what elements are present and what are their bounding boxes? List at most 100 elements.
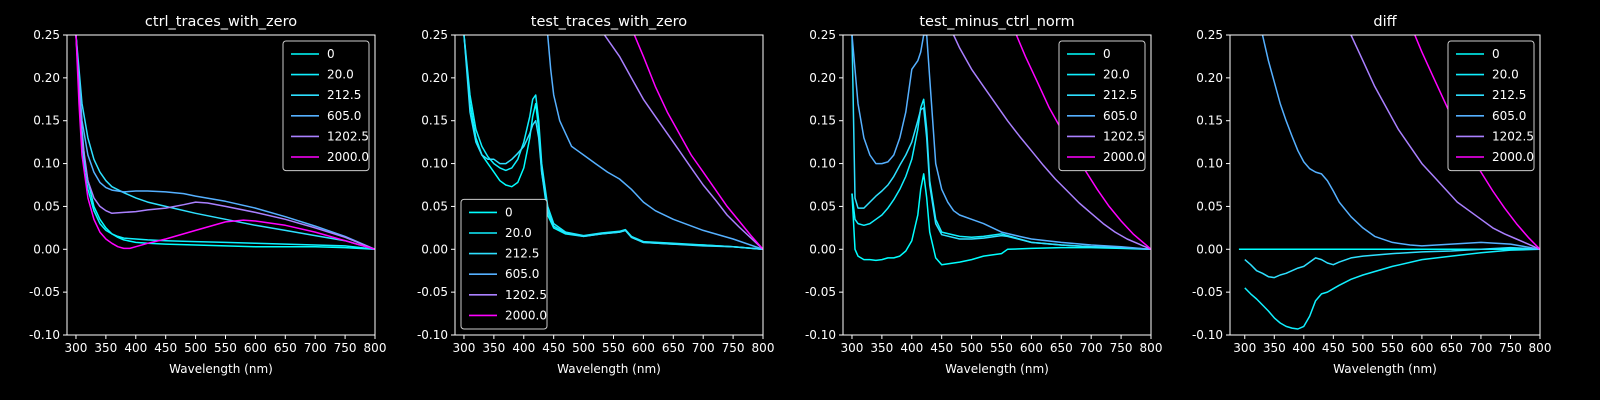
y-tick-label: 0.10 — [421, 157, 448, 171]
series-line-1202.5 — [75, 35, 375, 250]
x-tick-label: 650 — [1050, 341, 1073, 355]
legend: 0 20.0 212.5 605.0 1202.5 2000.0 — [1447, 40, 1535, 172]
axes-frame — [454, 34, 764, 336]
legend-box — [282, 40, 370, 172]
panel-2: test_traces_with_zero 300 350 400 450 500 550 6… — [417, 14, 775, 376]
x-tick-label: 300 — [65, 341, 88, 355]
x-tick-label: 300 — [1233, 341, 1256, 355]
x-tick-label: 650 — [274, 341, 297, 355]
axes-frame — [66, 34, 376, 336]
legend-label: 20.0 — [505, 226, 532, 240]
x-tick-label: 700 — [692, 341, 715, 355]
x-tick-label: 800 — [1529, 341, 1552, 355]
y-tick-label: 0.15 — [1196, 114, 1223, 128]
series-line-1202.5 — [1350, 35, 1540, 250]
panel-3: test_minus_ctrl_norm 300 350 400 450 500 550 60… — [805, 14, 1163, 376]
y-tick-label: 0.00 — [421, 242, 448, 256]
x-tick-label: 550 — [214, 341, 237, 355]
y-tick-label: 0.25 — [1196, 28, 1223, 42]
legend-label: 1202.5 — [505, 288, 547, 302]
x-tick-label: 350 — [482, 341, 505, 355]
x-tick-label: 800 — [1140, 341, 1163, 355]
x-tick-label: 650 — [662, 341, 685, 355]
legend-box — [1058, 40, 1146, 172]
series-line-1202.5 — [603, 35, 763, 250]
x-tick-label: 350 — [1263, 341, 1286, 355]
y-tick-label: 0.10 — [1196, 157, 1223, 171]
series-line-212.5 — [1244, 246, 1540, 279]
y-tick-label: 0.10 — [33, 157, 60, 171]
series-line-1202.5 — [952, 35, 1151, 250]
x-tick-label: 750 — [1499, 341, 1522, 355]
x-axis-label: Wavelength (nm) — [1333, 362, 1437, 376]
x-tick-label: 500 — [184, 341, 207, 355]
legend-label: 0 — [1492, 47, 1500, 61]
x-tick-label: 800 — [364, 341, 387, 355]
x-axis-label: Wavelength (nm) — [169, 362, 273, 376]
legend-box — [1447, 40, 1535, 172]
x-tick-label: 550 — [602, 341, 625, 355]
series-line-2000.0 — [633, 35, 763, 250]
x-tick-label: 550 — [1381, 341, 1404, 355]
x-tick-label: 650 — [1440, 341, 1463, 355]
panel-title: ctrl_traces_with_zero — [145, 14, 297, 30]
y-tick-label: -0.05 — [29, 285, 60, 299]
panel-title: test_minus_ctrl_norm — [919, 14, 1074, 30]
axes-frame — [842, 34, 1152, 336]
legend-label: 1202.5 — [1103, 129, 1145, 143]
x-tick-label: 750 — [722, 341, 745, 355]
x-tick-label: 700 — [1469, 341, 1492, 355]
legend-label: 212.5 — [327, 88, 361, 102]
y-tick-label: 0.05 — [1196, 199, 1223, 213]
x-tick-label: 350 — [870, 341, 893, 355]
legend-label: 0 — [327, 47, 335, 61]
legend-label: 20.0 — [1103, 68, 1130, 82]
y-tick-label: -0.05 — [417, 285, 448, 299]
y-tick-label: 0.25 — [421, 28, 448, 42]
x-tick-label: 400 — [1292, 341, 1315, 355]
legend-label: 605.0 — [505, 267, 539, 281]
x-tick-label: 750 — [1110, 341, 1133, 355]
legend-label: 2000.0 — [1103, 150, 1145, 164]
legend-label: 2000.0 — [327, 150, 369, 164]
x-tick-label: 500 — [572, 341, 595, 355]
legend-label: 605.0 — [1492, 109, 1526, 123]
y-tick-label: 0.05 — [421, 199, 448, 213]
x-tick-label: 350 — [94, 341, 117, 355]
x-tick-label: 700 — [304, 341, 327, 355]
y-tick-label: 0.15 — [421, 114, 448, 128]
legend-label: 0 — [1103, 47, 1111, 61]
legend-label: 2000.0 — [1492, 150, 1534, 164]
legend-label: 605.0 — [327, 109, 361, 123]
y-tick-label: 0.10 — [809, 157, 836, 171]
x-tick-label: 550 — [990, 341, 1013, 355]
legend-box — [460, 198, 548, 330]
y-tick-label: 0.00 — [1196, 242, 1223, 256]
legend-label: 20.0 — [327, 68, 354, 82]
x-tick-label: 600 — [244, 341, 267, 355]
series-group — [463, 35, 763, 251]
legend-label: 212.5 — [1103, 88, 1137, 102]
y-tick-label: 0.20 — [33, 71, 60, 85]
y-tick-label: -0.10 — [1192, 328, 1223, 342]
legend: 0 20.0 212.5 605.0 1202.5 2000.0 — [460, 198, 548, 330]
legend-label: 605.0 — [1103, 109, 1137, 123]
x-tick-label: 450 — [1322, 341, 1345, 355]
series-line-20.0 — [1244, 248, 1540, 330]
panel-title: diff — [1373, 14, 1397, 30]
x-tick-label: 400 — [512, 341, 535, 355]
x-tick-label: 600 — [1020, 341, 1043, 355]
x-axis-label: Wavelength (nm) — [945, 362, 1049, 376]
legend-label: 1202.5 — [1492, 129, 1534, 143]
x-tick-label: 750 — [334, 341, 357, 355]
y-tick-label: -0.10 — [29, 328, 60, 342]
legend: 0 20.0 212.5 605.0 1202.5 2000.0 — [282, 40, 370, 172]
legend-label: 20.0 — [1492, 68, 1519, 82]
series-line-212.5 — [851, 35, 1151, 251]
x-tick-label: 400 — [124, 341, 147, 355]
x-tick-label: 500 — [1351, 341, 1374, 355]
x-tick-label: 450 — [930, 341, 953, 355]
legend-label: 212.5 — [505, 247, 539, 261]
y-tick-label: 0.00 — [33, 242, 60, 256]
